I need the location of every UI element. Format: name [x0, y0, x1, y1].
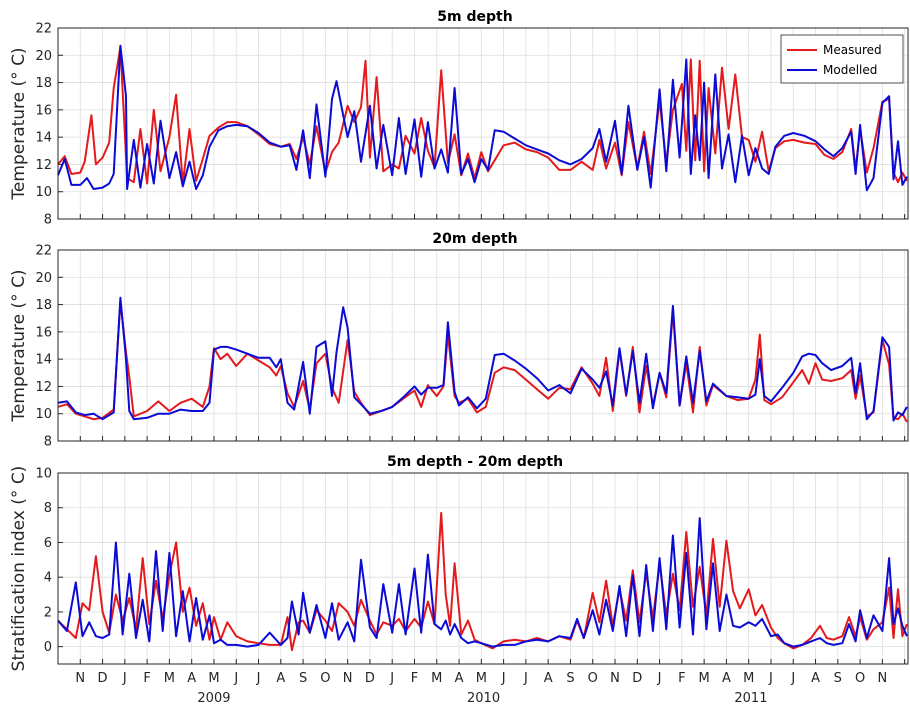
x-tick-label: J — [389, 671, 394, 686]
chart-title: 5m depth — [437, 9, 512, 25]
x-tick-label: N — [878, 671, 888, 686]
plot-area — [58, 28, 908, 219]
y-tick-label: 22 — [35, 22, 52, 37]
series-line-modelled — [57, 296, 908, 422]
x-tick-label: F — [143, 671, 150, 686]
y-tick-label: 14 — [35, 131, 52, 146]
y-tick-label: 8 — [44, 501, 52, 516]
x-tick-label: J — [657, 671, 662, 686]
y-tick-label: 4 — [44, 571, 52, 586]
panel-1: 8 10 12 14 16 18 20 22 5m depth Temperature (° C)… — [9, 9, 909, 228]
x-tick-label: M — [743, 671, 754, 686]
y-tick-label: 16 — [35, 103, 52, 118]
y-tick-label: 14 — [35, 353, 52, 368]
x-tick-label: A — [455, 671, 464, 686]
y-tick-label: 18 — [35, 76, 52, 91]
chart-title: 20m depth — [432, 231, 517, 247]
x-tick-label: D — [632, 671, 642, 686]
y-tick-label: 12 — [35, 380, 52, 395]
y-tick-label: 10 — [35, 407, 52, 422]
x-tick-label: J — [790, 671, 795, 686]
x-tick-label: A — [544, 671, 553, 686]
axes-box — [57, 27, 909, 220]
x-tick-label: D — [365, 671, 375, 686]
panel-3: 0 2 4 6 8 10 5m depth - 20m depth Stratificatio… — [9, 454, 909, 706]
x-tick-label: N — [610, 671, 620, 686]
x-tick-label: D — [98, 671, 108, 686]
x-tick-label: A — [276, 671, 285, 686]
x-tick-label: A — [811, 671, 820, 686]
y-tick-label: 2 — [44, 605, 52, 620]
y-tick-label: 20 — [35, 49, 52, 64]
year-label: 2009 — [197, 691, 230, 706]
x-tick-label: J — [501, 671, 506, 686]
legend-label: Measured — [823, 43, 882, 57]
series-line-measured — [57, 511, 908, 652]
y-tick-label: 22 — [35, 244, 52, 259]
y-tick-label: 12 — [35, 158, 52, 173]
x-tick-label: O — [588, 671, 598, 686]
series-line-measured — [57, 46, 908, 185]
x-tick-label: O — [855, 671, 865, 686]
x-tick-label: N — [343, 671, 353, 686]
plot-area — [58, 473, 908, 664]
y-axis-label: Stratification index (° C) — [9, 466, 29, 672]
x-tick-label: S — [566, 671, 574, 686]
x-tick-label: M — [431, 671, 442, 686]
axes-box — [57, 249, 909, 442]
x-tick-label: O — [320, 671, 330, 686]
x-tick-label: M — [699, 671, 710, 686]
panel-2: 8 10 12 14 16 18 20 22 20m depth Temperature (° C… — [9, 231, 909, 450]
legend-box — [780, 34, 904, 84]
axes-box — [57, 472, 909, 665]
y-tick-label: 6 — [44, 536, 52, 551]
y-tick-label: 10 — [35, 467, 52, 482]
y-tick-label: 16 — [35, 325, 52, 340]
x-tick-label: F — [678, 671, 685, 686]
y-tick-label: 18 — [35, 298, 52, 313]
y-tick-label: 8 — [44, 435, 52, 450]
x-tick-label: M — [208, 671, 219, 686]
legend: Measured Modelled — [780, 34, 904, 84]
x-tick-label: S — [834, 671, 842, 686]
x-tick-label: M — [476, 671, 487, 686]
x-tick-label: J — [256, 671, 261, 686]
x-tick-label: J — [122, 671, 127, 686]
x-tick-label: J — [523, 671, 528, 686]
y-axis-label: Temperature (° C) — [9, 47, 29, 200]
series-line-modelled — [57, 44, 908, 192]
y-axis-label: Temperature (° C) — [9, 269, 29, 422]
x-tick-label: S — [299, 671, 307, 686]
series-line-modelled — [57, 517, 908, 648]
x-tick-label: M — [164, 671, 175, 686]
year-label: 2011 — [734, 691, 767, 706]
x-tick-label: F — [411, 671, 418, 686]
plot-area — [58, 250, 908, 441]
year-label: 2010 — [467, 691, 500, 706]
legend-label: Modelled — [823, 63, 877, 77]
x-tick-label: J — [233, 671, 238, 686]
x-tick-label: J — [768, 671, 773, 686]
y-tick-label: 8 — [44, 213, 52, 228]
y-tick-label: 10 — [35, 185, 52, 200]
x-tick-label: N — [75, 671, 85, 686]
y-tick-label: 0 — [44, 640, 52, 655]
y-tick-label: 20 — [35, 271, 52, 286]
x-tick-label: A — [722, 671, 731, 686]
x-tick-label: A — [187, 671, 196, 686]
chart-title: 5m depth - 20m depth — [387, 454, 563, 470]
